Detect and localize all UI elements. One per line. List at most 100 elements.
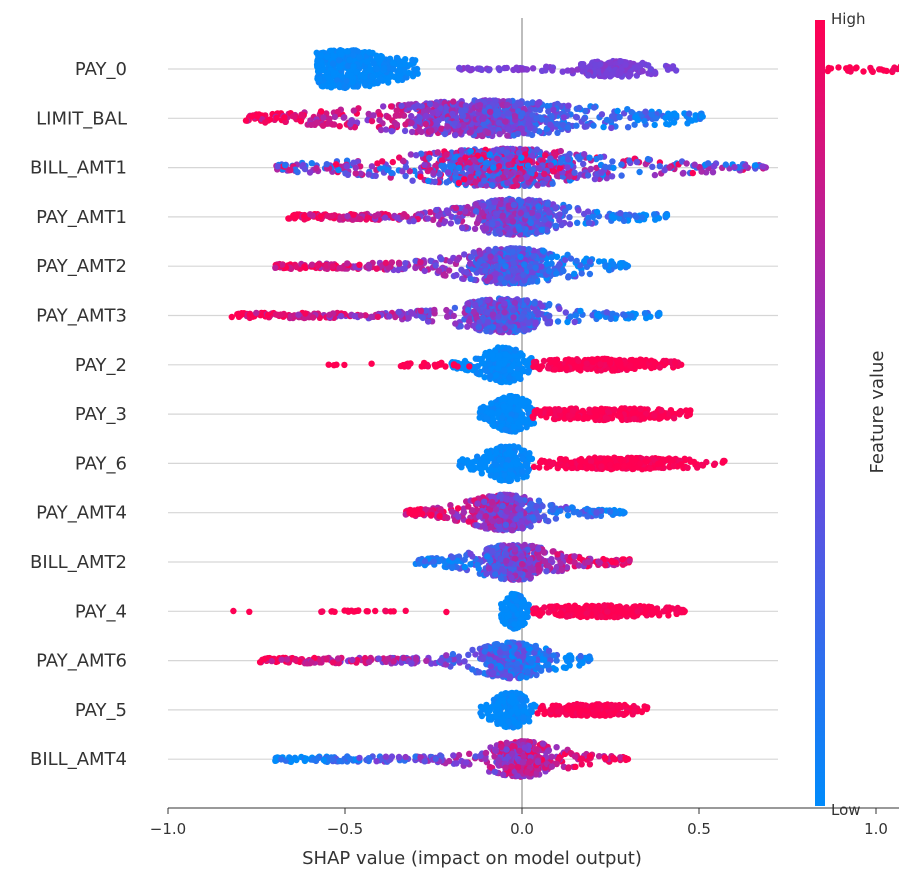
shap-point (335, 81, 342, 89)
shap-point (518, 154, 525, 161)
shap-point (351, 124, 358, 131)
shap-point (644, 155, 652, 163)
shap-point (835, 64, 842, 71)
shap-point (488, 182, 496, 189)
shap-point (454, 256, 461, 264)
shap-point (517, 253, 524, 260)
shap-point (509, 267, 516, 274)
shap-point (484, 129, 492, 136)
shap-point (722, 161, 729, 168)
shap-point (561, 208, 569, 215)
shap-point (686, 110, 693, 117)
shap-point (365, 171, 372, 178)
shap-point (506, 231, 513, 238)
shap-point (476, 126, 484, 133)
shap-point (547, 155, 554, 162)
shap-point (586, 154, 593, 161)
feature-row-limit-bal (242, 97, 706, 140)
shap-point (533, 146, 541, 153)
shap-point (416, 114, 423, 122)
shap-point (406, 168, 413, 175)
shap-point (543, 260, 551, 267)
shap-point (388, 128, 395, 135)
shap-point (301, 263, 308, 270)
shap-point (314, 68, 322, 75)
shap-point (591, 175, 599, 183)
shap-point (328, 212, 335, 220)
shap-point (520, 271, 527, 279)
shap-point (652, 115, 660, 122)
shap-point (513, 182, 521, 189)
shap-point (496, 66, 503, 74)
shap-point (332, 161, 340, 168)
shap-point (426, 100, 434, 108)
shap-point (731, 163, 738, 171)
shap-point (504, 179, 511, 186)
shap-point (574, 219, 581, 226)
shap-point (541, 216, 548, 223)
shap-point (598, 111, 606, 118)
shap-point (353, 68, 360, 76)
shap-point (418, 103, 425, 110)
shap-point (364, 214, 371, 221)
shap-point (847, 68, 854, 75)
shap-point (512, 102, 519, 110)
shap-point (402, 163, 410, 171)
shap-point (578, 270, 585, 277)
shap-point (565, 156, 572, 163)
shap-point (371, 212, 379, 220)
shap-point (624, 124, 632, 131)
shap-point (443, 179, 450, 186)
shap-point (434, 212, 442, 219)
shap-point (529, 99, 536, 106)
shap-point (742, 162, 749, 170)
shap-point (556, 164, 564, 172)
shap-point (389, 158, 396, 166)
shap-point (552, 204, 559, 211)
shap-point (350, 52, 357, 59)
shap-point (610, 164, 617, 172)
shap-point (627, 114, 634, 122)
shap-point (278, 261, 286, 268)
shap-point (509, 218, 517, 225)
shap-point (620, 217, 628, 224)
shap-point (418, 128, 425, 136)
shap-point (364, 58, 371, 65)
shap-point (472, 208, 480, 215)
shap-point (485, 67, 493, 74)
shap-point (525, 196, 532, 203)
shap-point (297, 118, 305, 125)
shap-point (405, 101, 412, 108)
shap-point (546, 209, 553, 216)
shap-point (505, 161, 512, 169)
shap-point (480, 202, 487, 209)
shap-point (365, 262, 373, 270)
shap-point (396, 154, 403, 161)
shap-point (638, 214, 646, 221)
shap-point (550, 106, 557, 114)
shap-point (486, 213, 493, 220)
shap-point (504, 274, 512, 281)
shap-point (544, 200, 551, 208)
shap-point (538, 226, 545, 233)
shap-point (520, 261, 528, 268)
shap-point (499, 212, 506, 219)
shap-point (461, 176, 468, 183)
shap-point (385, 74, 393, 82)
shap-point (429, 109, 437, 117)
shap-point (352, 164, 359, 172)
shap-point (443, 306, 450, 314)
shap-point (428, 127, 435, 134)
shap-point (361, 81, 369, 88)
shap-point (573, 257, 580, 265)
shap-point (433, 118, 440, 126)
shap-point (486, 151, 493, 158)
shap-point (609, 71, 616, 78)
shap-point (422, 120, 429, 128)
shap-point (590, 104, 598, 111)
shap-point (372, 172, 379, 179)
shap-point (573, 122, 580, 129)
shap-point (316, 75, 323, 83)
shap-point (443, 207, 451, 214)
shap-point (554, 129, 561, 136)
